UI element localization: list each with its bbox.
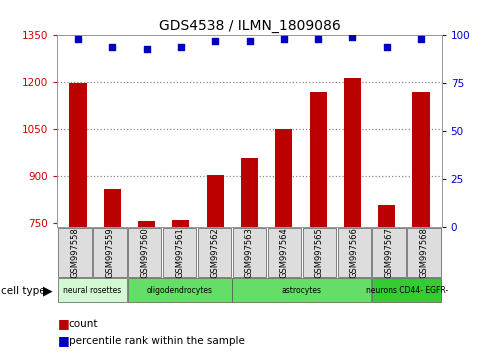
Point — [348, 34, 356, 40]
Text: cell type: cell type — [1, 286, 45, 296]
Point — [108, 44, 116, 50]
Bar — [198, 228, 232, 277]
Text: GSM997560: GSM997560 — [140, 227, 149, 278]
Point — [211, 38, 219, 44]
Bar — [207, 175, 224, 354]
Bar — [407, 228, 441, 277]
Bar — [128, 278, 232, 302]
Bar — [93, 228, 127, 277]
Title: GDS4538 / ILMN_1809086: GDS4538 / ILMN_1809086 — [159, 19, 340, 33]
Bar — [104, 189, 121, 354]
Bar — [372, 278, 441, 302]
Text: GSM997563: GSM997563 — [245, 227, 254, 278]
Text: neurons CD44- EGFR-: neurons CD44- EGFR- — [366, 286, 448, 295]
Bar — [302, 228, 336, 277]
Bar — [58, 228, 92, 277]
Point — [177, 44, 185, 50]
Bar — [241, 158, 258, 354]
Text: percentile rank within the sample: percentile rank within the sample — [69, 336, 245, 346]
Point — [417, 36, 425, 42]
Bar — [267, 228, 301, 277]
Text: GSM997561: GSM997561 — [175, 227, 184, 278]
Text: count: count — [69, 319, 98, 329]
Bar — [372, 228, 406, 277]
Text: GSM997566: GSM997566 — [350, 227, 359, 278]
Text: GSM997568: GSM997568 — [420, 227, 429, 278]
Text: GSM997562: GSM997562 — [210, 227, 219, 278]
Bar — [69, 83, 86, 354]
Bar — [163, 228, 197, 277]
Text: oligodendrocytes: oligodendrocytes — [147, 286, 213, 295]
Text: GSM997565: GSM997565 — [315, 227, 324, 278]
Text: GSM997564: GSM997564 — [280, 227, 289, 278]
Text: GSM997559: GSM997559 — [105, 227, 114, 278]
Text: GSM997567: GSM997567 — [385, 227, 394, 278]
Bar — [337, 228, 371, 277]
Text: astrocytes: astrocytes — [282, 286, 322, 295]
Point — [143, 46, 151, 52]
Bar — [172, 220, 190, 354]
Bar — [275, 129, 292, 354]
Text: ▶: ▶ — [42, 285, 52, 297]
Bar — [413, 92, 430, 354]
Text: neural rosettes: neural rosettes — [63, 286, 121, 295]
Bar — [138, 221, 155, 354]
Bar — [233, 278, 371, 302]
Text: ■: ■ — [57, 318, 69, 330]
Bar — [378, 205, 395, 354]
Point — [280, 36, 288, 42]
Point — [246, 38, 253, 44]
Bar — [58, 278, 127, 302]
Point — [383, 44, 391, 50]
Point — [314, 36, 322, 42]
Text: GSM997558: GSM997558 — [70, 227, 79, 278]
Bar — [344, 78, 361, 354]
Point — [74, 36, 82, 42]
Bar — [128, 228, 162, 277]
Bar — [233, 228, 266, 277]
Bar — [309, 92, 327, 354]
Text: ■: ■ — [57, 334, 69, 347]
